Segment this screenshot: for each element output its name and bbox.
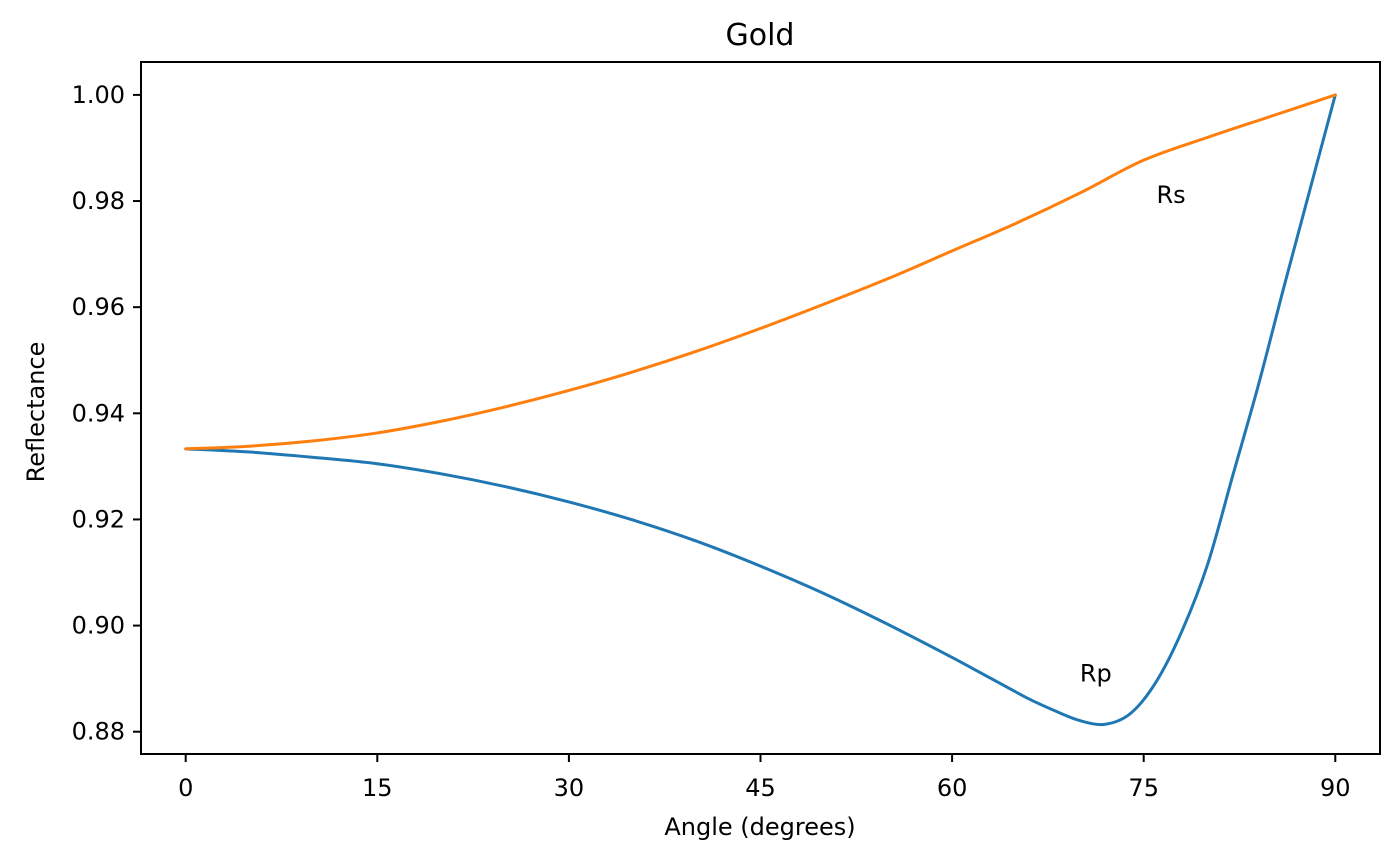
series-layer: [184, 93, 1337, 727]
plot-frame: [140, 61, 1381, 755]
x-tick-label: 15: [362, 774, 393, 802]
x-tick-label: 45: [745, 774, 776, 802]
y-tick-label: 0.90: [72, 612, 125, 640]
chart-title: Gold: [726, 18, 795, 53]
y-tick-label: 0.98: [72, 187, 125, 215]
y-tick-label: 0.94: [72, 399, 125, 427]
x-axis-label: Angle (degrees): [664, 813, 855, 841]
series-line-rp: [184, 93, 1337, 727]
x-axis-ticks: 0 15 30 45 60 75 90: [178, 754, 1351, 802]
y-tick-label: 1.00: [72, 81, 125, 109]
annotation-rp: Rp: [1080, 659, 1112, 687]
y-axis-ticks: 0.88 0.90 0.92 0.94 0.96 0.98 1.00: [72, 81, 141, 746]
y-tick-label: 0.88: [72, 718, 125, 746]
series-line-rs: [184, 93, 1337, 451]
annotation-layer: Rp Rs: [1080, 181, 1186, 687]
x-tick-label: 90: [1320, 774, 1351, 802]
x-tick-label: 60: [937, 774, 968, 802]
annotation-rs: Rs: [1156, 181, 1185, 209]
x-tick-label: 0: [178, 774, 193, 802]
y-axis-label: Reflectance: [22, 342, 50, 483]
y-tick-label: 0.92: [72, 505, 125, 533]
x-tick-label: 75: [1128, 774, 1159, 802]
y-tick-label: 0.96: [72, 293, 125, 321]
x-tick-label: 30: [554, 774, 585, 802]
